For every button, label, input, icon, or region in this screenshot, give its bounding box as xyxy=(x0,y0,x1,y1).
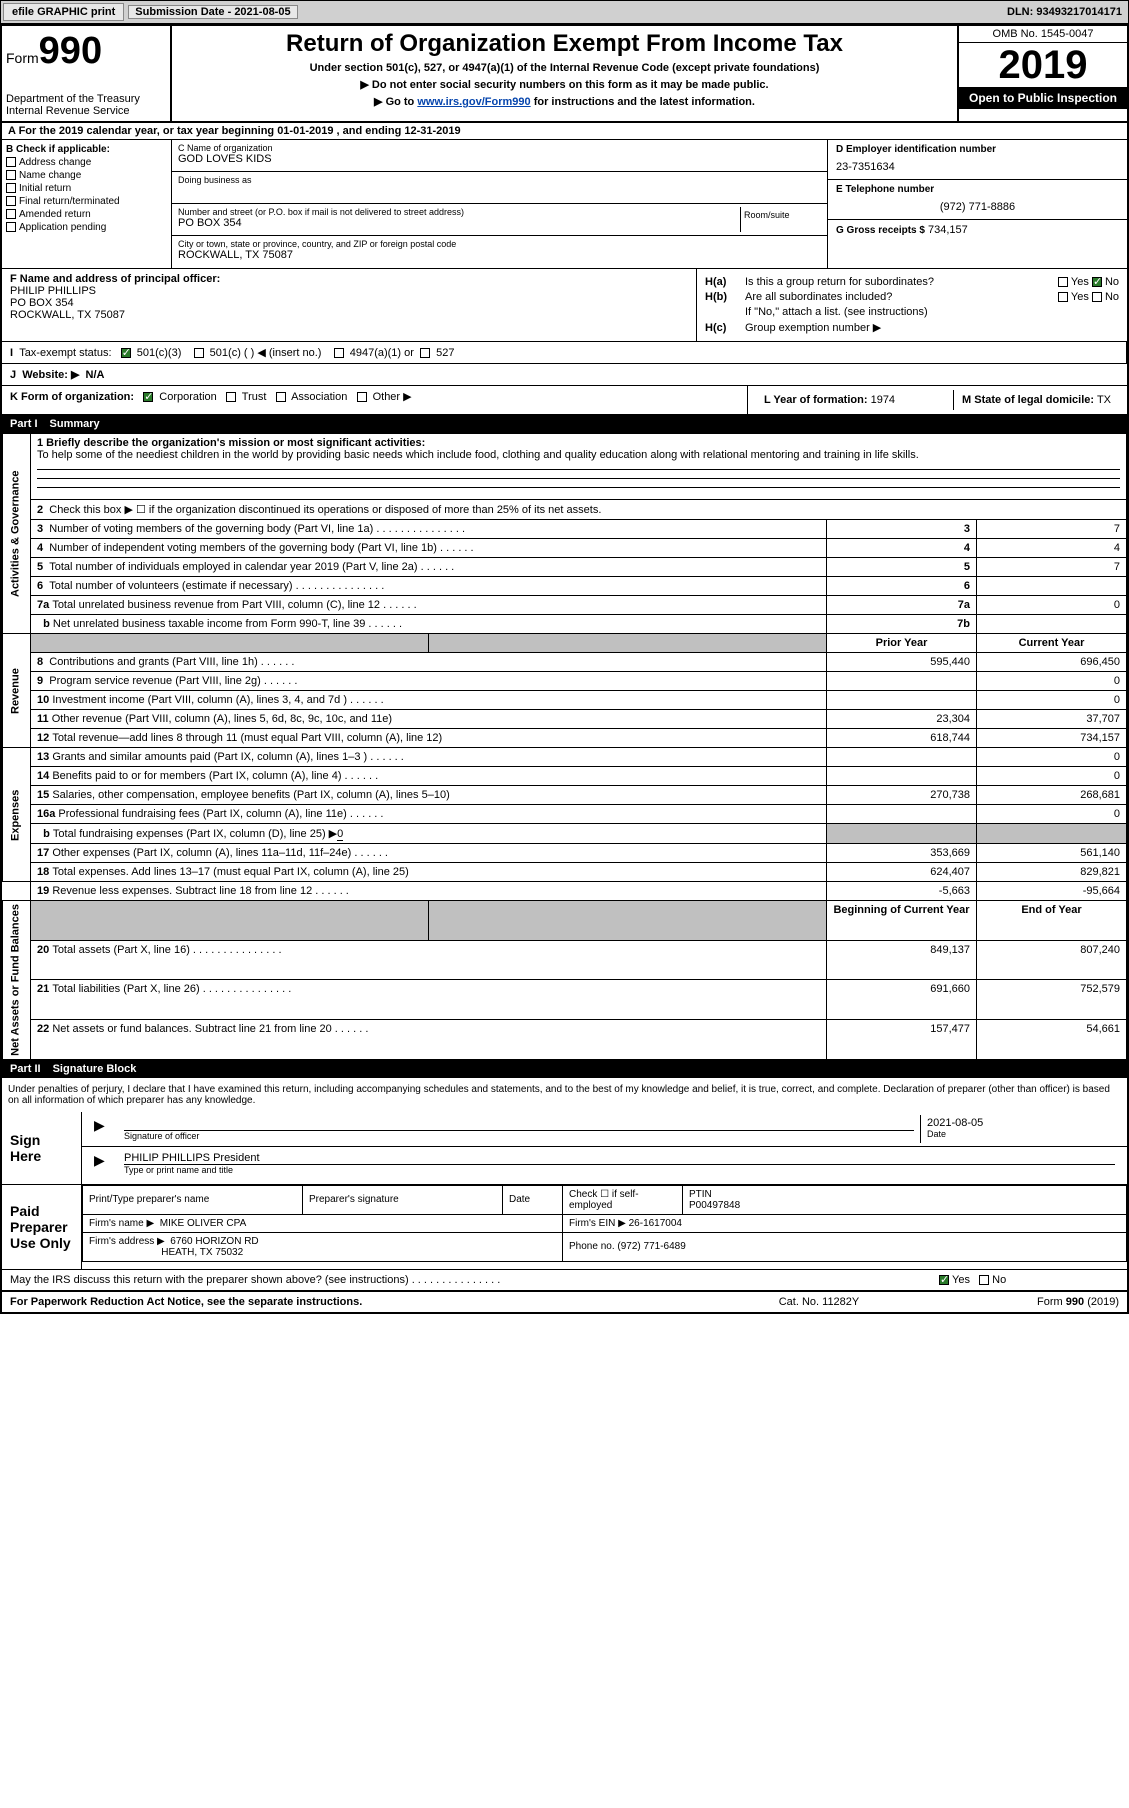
chk-discuss-yes[interactable] xyxy=(939,1275,949,1285)
row-klm: K Form of organization: Corporation Trus… xyxy=(2,386,1127,415)
chk-527[interactable] xyxy=(420,348,430,358)
line-11: 11 Other revenue (Part VIII, column (A),… xyxy=(31,710,827,729)
line-16a: 16a Professional fundraising fees (Part … xyxy=(31,805,827,824)
chk-address-change[interactable] xyxy=(6,157,16,167)
box-c-dba: Doing business as xyxy=(172,172,827,204)
line-17: 17 Other expenses (Part IX, column (A), … xyxy=(31,844,827,863)
line-3: 3 Number of voting members of the govern… xyxy=(31,520,827,539)
chk-assoc[interactable] xyxy=(276,392,286,402)
box-c-room: Room/suite xyxy=(741,207,821,232)
line-13: 13 Grants and similar amounts paid (Part… xyxy=(31,748,827,767)
box-b-checklist: B Check if applicable: Address change Na… xyxy=(2,140,172,268)
sign-here-block: Sign Here ▶ Signature of officer 2021-08… xyxy=(2,1112,1127,1185)
box-d-ein: D Employer identification number 23-7351… xyxy=(828,140,1127,180)
chk-4947[interactable] xyxy=(334,348,344,358)
line-9: 9 Program service revenue (Part VIII, li… xyxy=(31,672,827,691)
penalties-text: Under penalties of perjury, I declare th… xyxy=(2,1078,1127,1112)
tax-year: 2019 xyxy=(959,43,1127,87)
row-a-tax-year: A For the 2019 calendar year, or tax yea… xyxy=(2,123,1127,140)
department-label: Department of the Treasury Internal Reve… xyxy=(6,93,166,117)
form-note-2: ▶ Go to www.irs.gov/Form990 for instruct… xyxy=(180,95,949,108)
chk-501c[interactable] xyxy=(194,348,204,358)
form-number: Form990 xyxy=(6,30,166,73)
box-h-group: H(a) Is this a group return for subordin… xyxy=(697,269,1127,341)
chk-corp[interactable] xyxy=(143,392,153,402)
submission-date-label: Submission Date - 2021-08-05 xyxy=(128,5,297,19)
form-title: Return of Organization Exempt From Incom… xyxy=(180,30,949,58)
chk-name-change[interactable] xyxy=(6,170,16,180)
dln-label: DLN: 93493217014171 xyxy=(1007,6,1128,18)
form-subtitle: Under section 501(c), 527, or 4947(a)(1)… xyxy=(180,62,949,74)
line-12: 12 Total revenue—add lines 8 through 11 … xyxy=(31,729,827,748)
line-6: 6 Total number of volunteers (estimate i… xyxy=(31,577,827,596)
box-f-officer: F Name and address of principal officer:… xyxy=(2,269,697,341)
line-20: 20 Total assets (Part X, line 16) xyxy=(31,940,827,980)
form-note-1: ▶ Do not enter social security numbers o… xyxy=(180,78,949,91)
open-inspection-label: Open to Public Inspection xyxy=(959,87,1127,109)
chk-hb-yes[interactable] xyxy=(1058,292,1068,302)
summary-table: Activities & Governance 1 Briefly descri… xyxy=(2,433,1127,1060)
line-22: 22 Net assets or fund balances. Subtract… xyxy=(31,1020,827,1060)
chk-initial-return[interactable] xyxy=(6,183,16,193)
top-toolbar: efile GRAPHIC print Submission Date - 20… xyxy=(0,0,1129,24)
box-e-phone: E Telephone number (972) 771-8886 xyxy=(828,180,1127,220)
chk-other[interactable] xyxy=(357,392,367,402)
vtab-netassets: Net Assets or Fund Balances xyxy=(3,901,31,1060)
line-21: 21 Total liabilities (Part X, line 26) xyxy=(31,980,827,1020)
chk-final-return[interactable] xyxy=(6,196,16,206)
box-c-name: C Name of organization GOD LOVES KIDS xyxy=(172,140,827,172)
line-7a: 7a Total unrelated business revenue from… xyxy=(31,596,827,615)
part-1-header: Part I Summary xyxy=(2,415,1127,433)
line-16b: b Total fundraising expenses (Part IX, c… xyxy=(31,824,827,844)
line-5: 5 Total number of individuals employed i… xyxy=(31,558,827,577)
mission-box: 1 Briefly describe the organization's mi… xyxy=(31,434,1127,500)
omb-number: OMB No. 1545-0047 xyxy=(959,26,1127,43)
efile-print-button[interactable]: efile GRAPHIC print xyxy=(3,3,124,21)
line-4: 4 Number of independent voting members o… xyxy=(31,539,827,558)
vtab-expenses: Expenses xyxy=(3,748,31,882)
box-g-gross: G Gross receipts $ 734,157 xyxy=(828,220,1127,260)
row-i-tax-status: I Tax-exempt status: 501(c)(3) 501(c) ( … xyxy=(2,342,1127,364)
line-2: 2 Check this box ▶ ☐ if the organization… xyxy=(31,500,1127,520)
box-c-city: City or town, state or province, country… xyxy=(172,236,827,268)
line-10: 10 Investment income (Part VIII, column … xyxy=(31,691,827,710)
form-footer: For Paperwork Reduction Act Notice, see … xyxy=(2,1292,1127,1312)
chk-discuss-no[interactable] xyxy=(979,1275,989,1285)
chk-amended-return[interactable] xyxy=(6,209,16,219)
box-m-state: M State of legal domicile: TX xyxy=(954,390,1119,410)
line-15: 15 Salaries, other compensation, employe… xyxy=(31,786,827,805)
section-fgh: F Name and address of principal officer:… xyxy=(2,269,1127,342)
row-j-website: J Website: ▶ N/A xyxy=(2,364,1127,386)
vtab-activities: Activities & Governance xyxy=(3,434,31,634)
part-2-header: Part II Signature Block xyxy=(2,1060,1127,1078)
paid-preparer-block: Paid Preparer Use Only Print/Type prepar… xyxy=(2,1185,1127,1270)
chk-hb-no[interactable] xyxy=(1092,292,1102,302)
chk-application-pending[interactable] xyxy=(6,222,16,232)
section-identity: B Check if applicable: Address change Na… xyxy=(2,140,1127,269)
form-container: Form990 Department of the Treasury Inter… xyxy=(0,24,1129,1314)
chk-501c3[interactable] xyxy=(121,348,131,358)
box-l-year: L Year of formation: 1974 xyxy=(756,390,954,410)
chk-ha-yes[interactable] xyxy=(1058,277,1068,287)
line-19: 19 Revenue less expenses. Subtract line … xyxy=(31,882,827,901)
line-14: 14 Benefits paid to or for members (Part… xyxy=(31,767,827,786)
form-header: Form990 Department of the Treasury Inter… xyxy=(2,26,1127,123)
discuss-row: May the IRS discuss this return with the… xyxy=(2,1270,1127,1292)
line-8: 8 Contributions and grants (Part VIII, l… xyxy=(31,653,827,672)
chk-trust[interactable] xyxy=(226,392,236,402)
vtab-revenue: Revenue xyxy=(3,634,31,748)
box-c-street: Number and street (or P.O. box if mail i… xyxy=(178,207,741,232)
line-7b: b Net unrelated business taxable income … xyxy=(31,615,827,634)
line-18: 18 Total expenses. Add lines 13–17 (must… xyxy=(31,863,827,882)
chk-ha-no[interactable] xyxy=(1092,277,1102,287)
irs-link[interactable]: www.irs.gov/Form990 xyxy=(417,96,530,108)
